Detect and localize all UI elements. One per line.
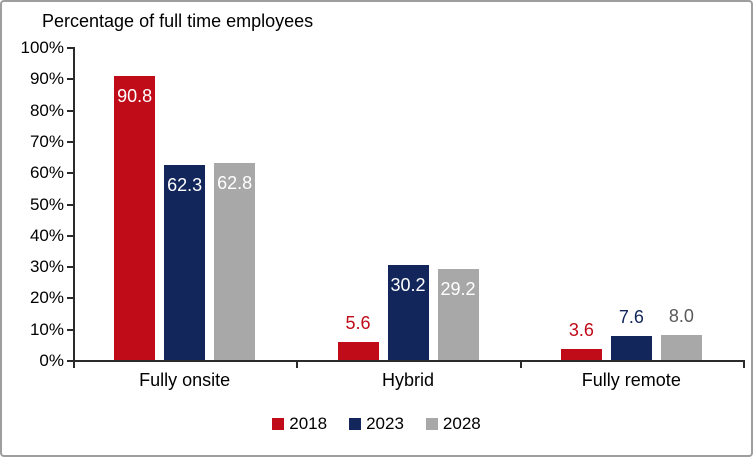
bar-value-label: 5.6 xyxy=(345,313,371,334)
bar-2018-fully-onsite xyxy=(114,75,156,360)
y-axis-tick-label: 10% xyxy=(29,319,64,339)
x-axis-category-label: Hybrid xyxy=(381,370,434,390)
y-axis-tick-label: 20% xyxy=(29,288,64,308)
bar-value-label: 62.8 xyxy=(217,173,253,194)
y-axis-tick xyxy=(67,328,73,331)
bar-value-label: 30.2 xyxy=(390,275,426,296)
x-axis-category-label: Fully remote xyxy=(581,370,681,390)
x-axis-tick xyxy=(519,360,522,368)
bar-2023-hybrid xyxy=(387,265,429,360)
bar-2028-fully-remote xyxy=(660,334,702,360)
bar-2028-fully-onsite xyxy=(214,163,256,360)
y-axis-line xyxy=(73,47,75,362)
y-axis-tick xyxy=(67,140,73,143)
y-axis-tick-label: 30% xyxy=(29,257,64,277)
y-axis-tick xyxy=(67,234,73,237)
y-axis-tick-label: 60% xyxy=(29,163,64,183)
y-axis-tick xyxy=(67,78,73,81)
y-axis-tick xyxy=(67,47,73,49)
chart-title: Percentage of full time employees xyxy=(42,11,314,31)
legend-label-2028: 2028 xyxy=(442,414,481,433)
legend-swatch-2023 xyxy=(349,418,362,430)
legend-item-2018: 2018 xyxy=(272,414,327,434)
bar-2018-hybrid xyxy=(337,342,379,360)
bar-2028-hybrid xyxy=(437,268,479,360)
x-axis-tick xyxy=(743,360,745,368)
y-axis-tick xyxy=(67,266,73,269)
x-axis-tick xyxy=(296,360,299,368)
x-axis-line xyxy=(73,360,745,362)
y-axis-tick-label: 100% xyxy=(20,38,64,57)
y-axis-tick-label: 70% xyxy=(29,131,64,151)
legend-item-2023: 2023 xyxy=(349,414,404,434)
y-axis-tick-label: 90% xyxy=(29,69,64,89)
bar-2018-fully-remote xyxy=(560,348,602,360)
y-axis-tick xyxy=(67,297,73,300)
bar-value-label: 62.3 xyxy=(167,175,203,195)
legend-swatch-2028 xyxy=(425,418,438,430)
legend-label-2023: 2023 xyxy=(366,414,404,433)
y-axis-tick-label: 40% xyxy=(29,225,64,245)
legend-item-2028: 2028 xyxy=(425,414,481,434)
y-axis-tick-label: 80% xyxy=(29,100,64,120)
y-axis-tick-label: 0% xyxy=(39,351,64,370)
bar-value-label: 8.0 xyxy=(668,305,694,326)
x-axis-category-label: Fully onsite xyxy=(139,370,231,390)
legend-swatch-2018 xyxy=(272,418,285,430)
bar-value-label: 7.6 xyxy=(618,307,644,328)
bar-value-label: 90.8 xyxy=(117,85,153,106)
bar-2023-fully-remote xyxy=(610,336,652,360)
y-axis-tick-label: 50% xyxy=(29,194,64,214)
bar-value-label: 3.6 xyxy=(568,319,594,340)
legend: 2018 2023 2028 xyxy=(2,411,751,437)
bar-2023-fully-onsite xyxy=(164,165,206,360)
y-axis-tick xyxy=(67,109,73,112)
y-axis-tick xyxy=(67,172,73,175)
bar-value-label: 29.2 xyxy=(440,278,476,299)
y-axis-tick xyxy=(67,360,73,362)
y-axis-tick xyxy=(67,203,73,206)
x-axis-tick xyxy=(73,360,75,368)
legend-label-2018: 2018 xyxy=(289,414,328,433)
